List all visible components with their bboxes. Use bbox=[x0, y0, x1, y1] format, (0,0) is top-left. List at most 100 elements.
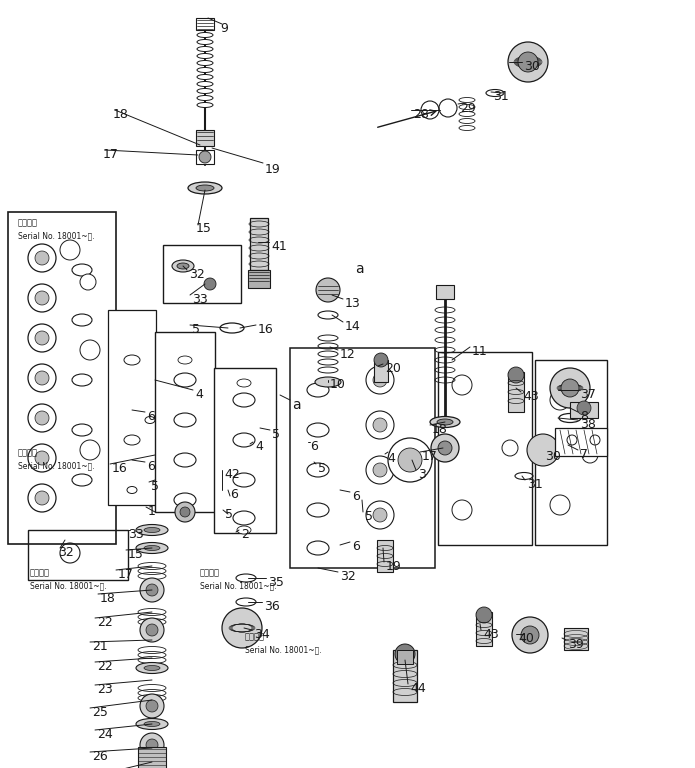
Text: Serial No. 18001~　.: Serial No. 18001~ . bbox=[30, 581, 106, 590]
Text: 6: 6 bbox=[352, 540, 360, 553]
Ellipse shape bbox=[196, 185, 214, 191]
Bar bbox=[397, 650, 413, 664]
Bar bbox=[508, 372, 524, 412]
Ellipse shape bbox=[174, 493, 196, 507]
Circle shape bbox=[80, 340, 100, 360]
Ellipse shape bbox=[197, 47, 213, 51]
Ellipse shape bbox=[72, 374, 92, 386]
Circle shape bbox=[35, 491, 49, 505]
Ellipse shape bbox=[233, 393, 255, 407]
Text: 適用号機: 適用号機 bbox=[245, 632, 265, 641]
Text: 33: 33 bbox=[128, 528, 144, 541]
Circle shape bbox=[35, 371, 49, 385]
Circle shape bbox=[35, 291, 49, 305]
Circle shape bbox=[577, 401, 591, 415]
Circle shape bbox=[204, 278, 216, 290]
Circle shape bbox=[28, 404, 56, 432]
Ellipse shape bbox=[437, 419, 453, 425]
Text: 2: 2 bbox=[241, 528, 249, 541]
Bar bbox=[196, 150, 214, 164]
Ellipse shape bbox=[124, 355, 140, 365]
Text: 33: 33 bbox=[192, 293, 208, 306]
Text: 5: 5 bbox=[365, 510, 373, 523]
Bar bbox=[564, 628, 588, 650]
Text: 31: 31 bbox=[527, 478, 543, 491]
Text: 6: 6 bbox=[230, 488, 238, 501]
Text: 10: 10 bbox=[330, 378, 346, 391]
Text: 19: 19 bbox=[386, 560, 402, 573]
Text: 4: 4 bbox=[255, 440, 263, 453]
Circle shape bbox=[527, 434, 559, 466]
Bar bbox=[108, 310, 156, 505]
Text: 9: 9 bbox=[220, 22, 228, 35]
Circle shape bbox=[140, 694, 164, 718]
Bar bbox=[28, 530, 128, 580]
Ellipse shape bbox=[307, 423, 329, 437]
Circle shape bbox=[395, 644, 415, 664]
Text: 24: 24 bbox=[97, 728, 113, 741]
Circle shape bbox=[35, 451, 49, 465]
Circle shape bbox=[508, 42, 548, 82]
Circle shape bbox=[550, 390, 570, 410]
Ellipse shape bbox=[197, 102, 213, 108]
Bar bbox=[155, 332, 215, 512]
Text: 36: 36 bbox=[264, 600, 280, 613]
Text: 4: 4 bbox=[195, 388, 203, 401]
Circle shape bbox=[140, 733, 164, 757]
Text: 35: 35 bbox=[268, 576, 284, 589]
Circle shape bbox=[180, 507, 190, 517]
Bar bbox=[196, 18, 214, 30]
Bar bbox=[476, 612, 492, 646]
Circle shape bbox=[373, 418, 387, 432]
Text: 41: 41 bbox=[271, 240, 287, 253]
Text: 30: 30 bbox=[545, 450, 561, 463]
Ellipse shape bbox=[197, 61, 213, 65]
Circle shape bbox=[373, 463, 387, 477]
Ellipse shape bbox=[197, 95, 213, 101]
Text: 40: 40 bbox=[518, 632, 534, 645]
Ellipse shape bbox=[177, 263, 189, 269]
Bar bbox=[570, 402, 598, 418]
Ellipse shape bbox=[144, 528, 160, 532]
Circle shape bbox=[28, 484, 56, 512]
Text: Serial No. 18001~　.: Serial No. 18001~ . bbox=[245, 645, 322, 654]
Circle shape bbox=[398, 448, 422, 472]
Polygon shape bbox=[438, 352, 532, 545]
Ellipse shape bbox=[197, 39, 213, 45]
Bar bbox=[8, 212, 116, 544]
Circle shape bbox=[518, 52, 538, 72]
Bar bbox=[377, 540, 393, 572]
Text: 8: 8 bbox=[580, 410, 588, 423]
Ellipse shape bbox=[72, 264, 92, 276]
Text: Serial No. 18001~　.: Serial No. 18001~ . bbox=[18, 461, 95, 470]
Text: 3: 3 bbox=[418, 468, 426, 481]
Text: 28: 28 bbox=[413, 108, 429, 121]
Text: 17: 17 bbox=[103, 148, 119, 161]
Circle shape bbox=[28, 244, 56, 272]
Ellipse shape bbox=[430, 416, 460, 428]
Circle shape bbox=[366, 411, 394, 439]
Text: 12: 12 bbox=[340, 348, 356, 361]
Circle shape bbox=[146, 700, 158, 712]
Ellipse shape bbox=[197, 32, 213, 38]
Circle shape bbox=[146, 624, 158, 636]
Ellipse shape bbox=[172, 260, 194, 272]
Circle shape bbox=[28, 364, 56, 392]
Ellipse shape bbox=[72, 474, 92, 486]
Text: 25: 25 bbox=[92, 706, 108, 719]
Circle shape bbox=[199, 151, 211, 163]
Text: 16: 16 bbox=[112, 462, 128, 475]
Ellipse shape bbox=[237, 526, 251, 534]
Circle shape bbox=[35, 251, 49, 265]
Ellipse shape bbox=[197, 25, 213, 31]
Ellipse shape bbox=[188, 182, 222, 194]
Bar bbox=[393, 650, 417, 702]
Text: 6: 6 bbox=[352, 490, 360, 503]
Text: 5: 5 bbox=[151, 480, 159, 493]
Circle shape bbox=[80, 274, 96, 290]
Ellipse shape bbox=[178, 506, 192, 514]
Ellipse shape bbox=[145, 416, 155, 423]
Text: 34: 34 bbox=[254, 628, 270, 641]
Text: 適用号機: 適用号機 bbox=[18, 448, 38, 457]
Circle shape bbox=[452, 375, 472, 395]
